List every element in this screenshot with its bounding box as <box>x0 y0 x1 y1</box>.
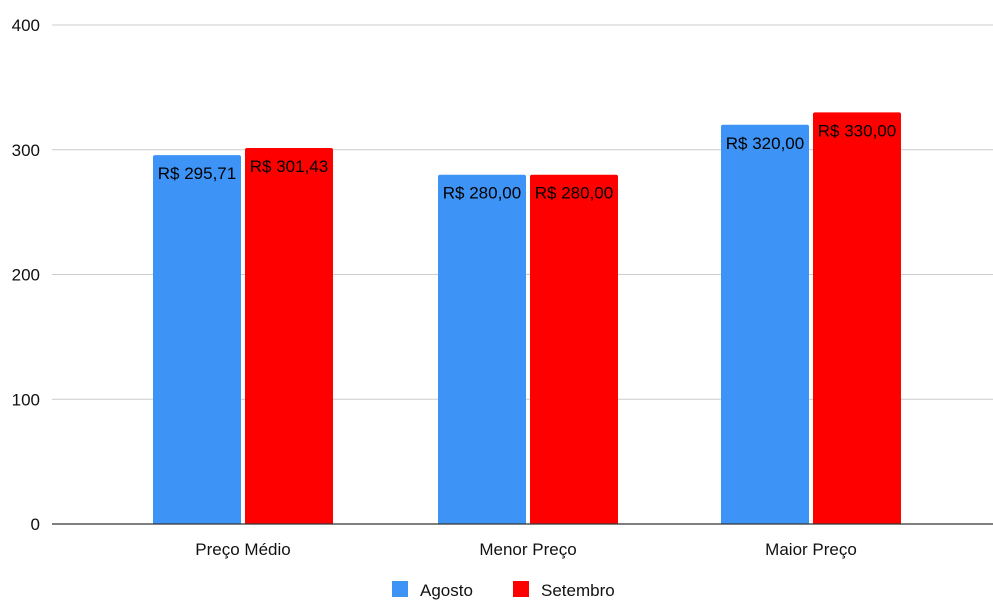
legend: Agosto Setembro <box>392 581 615 600</box>
bar-agosto-1 <box>153 155 241 524</box>
data-labels: R$ 295,71 R$ 301,43 R$ 280,00 R$ 280,00 R$ 3… <box>158 121 896 202</box>
legend-label-agosto: Agosto <box>420 581 473 600</box>
y-axis-ticks: 0 100 200 300 400 <box>12 16 40 534</box>
bar-agosto-3 <box>721 124 809 525</box>
legend-swatch-setembro <box>513 581 529 597</box>
y-tick-label: 400 <box>12 16 40 35</box>
x-axis-categories: Preço Médio Menor Preço Maior Preço <box>195 540 857 559</box>
data-label: R$ 320,00 <box>726 134 804 153</box>
x-category-label: Preço Médio <box>195 540 290 559</box>
y-tick-label: 300 <box>12 141 40 160</box>
bar-agosto-2 <box>438 174 526 524</box>
data-label: R$ 280,00 <box>535 184 613 203</box>
legend-swatch-agosto <box>392 581 408 597</box>
y-tick-label: 100 <box>12 390 40 409</box>
bar-setembro-1 <box>245 147 333 525</box>
x-category-label: Maior Preço <box>765 540 857 559</box>
bars <box>153 112 901 525</box>
x-category-label: Menor Preço <box>479 540 576 559</box>
data-label: R$ 301,43 <box>250 157 328 176</box>
y-tick-label: 0 <box>31 515 40 534</box>
data-label: R$ 280,00 <box>443 184 521 203</box>
data-label: R$ 295,71 <box>158 164 236 183</box>
data-label: R$ 330,00 <box>818 121 896 140</box>
y-tick-label: 200 <box>12 266 40 285</box>
legend-label-setembro: Setembro <box>541 581 615 600</box>
bar-setembro-2 <box>530 174 618 524</box>
bar-setembro-3 <box>813 112 901 524</box>
